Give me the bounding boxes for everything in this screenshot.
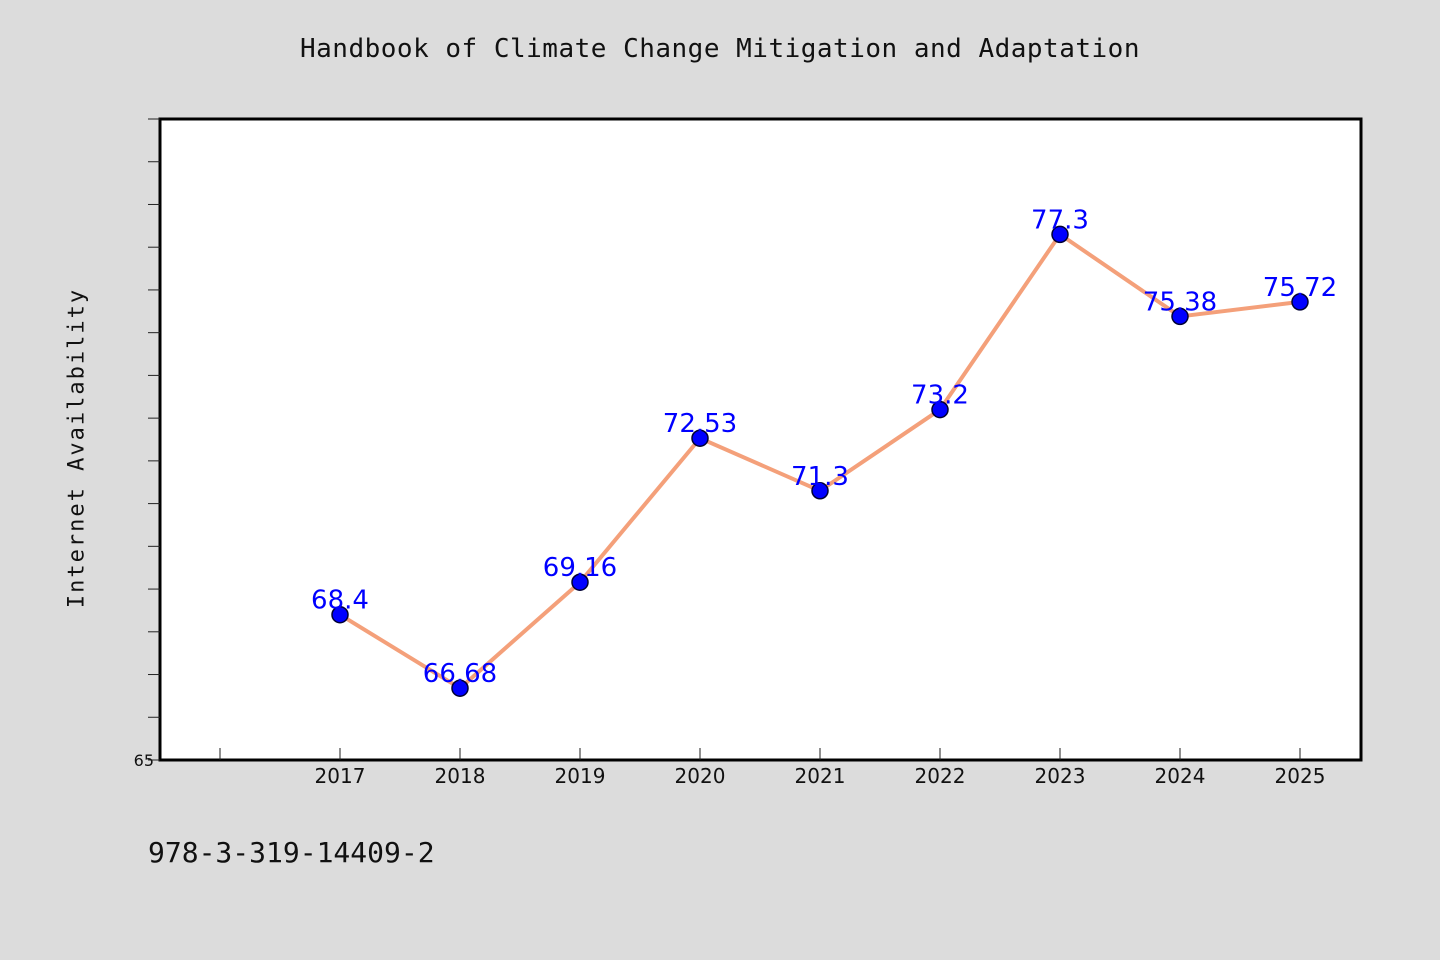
y-tick-label: 65	[134, 751, 154, 770]
data-point-marker	[331, 605, 349, 624]
data-point-marker	[691, 429, 709, 447]
x-tick-label: 2018	[435, 764, 486, 788]
data-value-label: 77.3	[1031, 205, 1089, 235]
data-value-label: 68.4	[311, 586, 369, 616]
x-tick-label: 2019	[555, 764, 606, 788]
data-value-label: 66.68	[423, 659, 497, 689]
data-value-label: 72.53	[663, 409, 737, 439]
x-tick-label: 2020	[675, 764, 726, 788]
x-tick-label: 2022	[915, 764, 966, 788]
x-tick-label: 2024	[1155, 764, 1206, 788]
x-axis-ticks: 2017 2018 2019 2020 2021 2022 2023 2024 2025	[219, 748, 1326, 788]
data-value-label: 73.2	[911, 381, 969, 411]
data-point-marker	[1051, 225, 1069, 244]
x-tick-label: 2021	[795, 764, 846, 788]
data-point-marker	[1171, 307, 1189, 326]
data-value-label: 75.72	[1263, 273, 1337, 303]
data-point-marker	[811, 482, 829, 500]
data-value-label: 75.38	[1143, 287, 1217, 317]
series-markers	[331, 225, 1309, 697]
y-axis-ticks: 65	[134, 118, 160, 770]
data-point-marker	[571, 573, 589, 591]
data-point-marker	[931, 400, 949, 419]
data-value-label: 71.3	[791, 462, 849, 492]
x-tick-label: 2025	[1275, 764, 1326, 788]
chart-title: Handbook of Climate Change Mitigation an…	[300, 34, 1140, 64]
data-point-marker	[1291, 293, 1309, 311]
x-tick-label: 2023	[1035, 764, 1086, 788]
data-value-label: 69.16	[543, 553, 617, 583]
isbn-footer: 978-3-319-14409-2	[148, 836, 435, 869]
data-point-marker	[451, 679, 469, 697]
data-labels: 68.4 66.68 69.16 72.53 71.3 73.2 77.3 75.38 75.7…	[311, 205, 1337, 689]
plot-area	[158, 117, 1363, 762]
x-tick-label: 2017	[315, 764, 366, 788]
